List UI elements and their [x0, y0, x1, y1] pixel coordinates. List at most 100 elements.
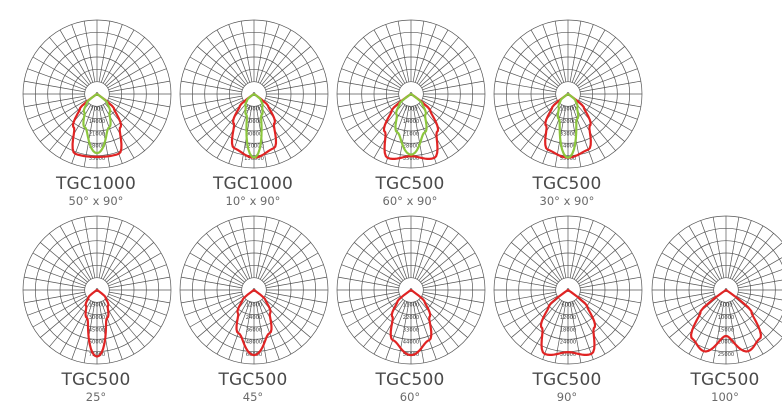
grid-spoke: [255, 302, 268, 363]
grid-spoke: [264, 99, 319, 132]
grid-spoke: [216, 225, 249, 280]
grid-spoke: [498, 264, 557, 287]
tick-label: 10000: [718, 315, 735, 321]
model-label: TGC500: [532, 370, 602, 390]
grid-spoke: [108, 97, 167, 120]
grid-spoke: [580, 291, 641, 304]
grid-spoke: [422, 97, 481, 120]
grid-spoke: [354, 242, 402, 283]
tick-label: 7000: [404, 107, 417, 113]
beam-angle-label: 25°: [85, 390, 107, 404]
grid-spoke: [571, 24, 594, 83]
polar-diagram-card: 5000 10000 15000 20000 25000 0 TGC500 100°: [650, 214, 782, 404]
grid-spoke: [385, 24, 408, 83]
grid-spoke: [24, 291, 85, 304]
grid-spoke: [688, 225, 721, 280]
grid-spoke: [346, 295, 401, 328]
grid-spoke: [59, 225, 92, 280]
red-distribution-curve: [235, 288, 273, 357]
grid-spoke: [578, 295, 633, 328]
grid-spoke: [71, 301, 94, 360]
grid-spoke: [27, 68, 86, 91]
tick-label: 11000: [403, 303, 420, 309]
grid-spoke: [737, 269, 782, 287]
grid-spoke: [520, 233, 561, 281]
grid-spoke: [571, 105, 594, 164]
green-distribution-curve: [556, 92, 580, 159]
grid-spoke: [495, 80, 556, 93]
model-label: TGC500: [532, 174, 602, 194]
grid-spoke: [83, 217, 96, 278]
grid-spoke: [373, 300, 406, 355]
tick-label: 44000: [403, 340, 420, 346]
grid-spoke: [578, 99, 633, 132]
green-distribution-curve: [244, 92, 264, 159]
grid-spoke: [265, 293, 324, 316]
polar-diagram-card: 6000 12000 18000 24000 30000 0 TGC500 90°: [492, 214, 643, 404]
tick-label: 30000: [89, 315, 106, 321]
grid-spoke: [731, 300, 764, 355]
grid-spoke: [189, 99, 244, 132]
beam-angle-label: 50° x 90°: [68, 194, 124, 208]
grid-spoke: [736, 257, 782, 285]
grid-spoke: [98, 217, 111, 278]
grid-spoke: [575, 233, 616, 281]
tick-label: 60000: [89, 340, 106, 346]
tick-label: 75000: [89, 352, 106, 358]
grid-spoke: [184, 97, 243, 120]
grid-spoke: [498, 293, 557, 316]
grid-spoke: [569, 217, 582, 278]
grid-spoke: [32, 252, 87, 285]
grid-spoke: [577, 101, 625, 142]
tick-label: 14000: [403, 119, 420, 125]
grid-spoke: [373, 104, 406, 159]
grid-spoke: [32, 99, 87, 132]
grid-spoke: [498, 97, 557, 120]
grid-spoke: [263, 242, 311, 283]
grid-spoke: [40, 46, 88, 87]
beam-angle-label: 100°: [711, 390, 739, 404]
tick-label: 25000: [718, 352, 735, 358]
grid-spoke: [346, 99, 401, 132]
grid-spoke: [197, 101, 245, 142]
grid-spoke: [735, 297, 782, 338]
tick-label: 48000: [246, 340, 263, 346]
grid-spoke: [373, 29, 406, 84]
grid-spoke: [255, 21, 268, 82]
grid-spoke: [511, 242, 559, 283]
grid-spoke: [653, 276, 714, 289]
grid-spoke: [107, 99, 162, 132]
tick-label: 55000: [560, 156, 577, 162]
grid-spoke: [265, 264, 324, 287]
model-label: TGC500: [218, 370, 288, 390]
grid-spoke: [257, 24, 280, 83]
grid-spoke: [731, 225, 764, 280]
grid-spoke: [266, 95, 327, 108]
grid-spoke: [83, 21, 96, 82]
grid-spoke: [263, 101, 311, 142]
grid-spoke: [573, 225, 606, 280]
grid-spoke: [181, 291, 242, 304]
grid-spoke: [263, 46, 311, 87]
tick-label: 22000: [403, 315, 420, 321]
grid-spoke: [102, 225, 135, 280]
grid-spoke: [520, 37, 561, 85]
tick-label: 33000: [560, 131, 577, 137]
beam-angle-label: 60° x 90°: [382, 194, 438, 208]
grid-spoke: [580, 95, 641, 108]
tick-label: 5000: [719, 303, 732, 309]
grid-spoke: [109, 80, 170, 93]
grid-spoke: [412, 302, 425, 363]
grid-spoke: [240, 217, 253, 278]
grid-spoke: [495, 291, 556, 304]
grid-spoke: [414, 24, 437, 83]
tick-label: 14000: [89, 119, 106, 125]
grid-spoke: [107, 252, 162, 285]
grid-spoke: [530, 225, 563, 280]
grid-spoke: [354, 297, 402, 338]
grid-spoke: [264, 56, 319, 89]
grid-spoke: [264, 295, 319, 328]
grid-spoke: [416, 225, 449, 280]
grid-spoke: [412, 21, 425, 82]
